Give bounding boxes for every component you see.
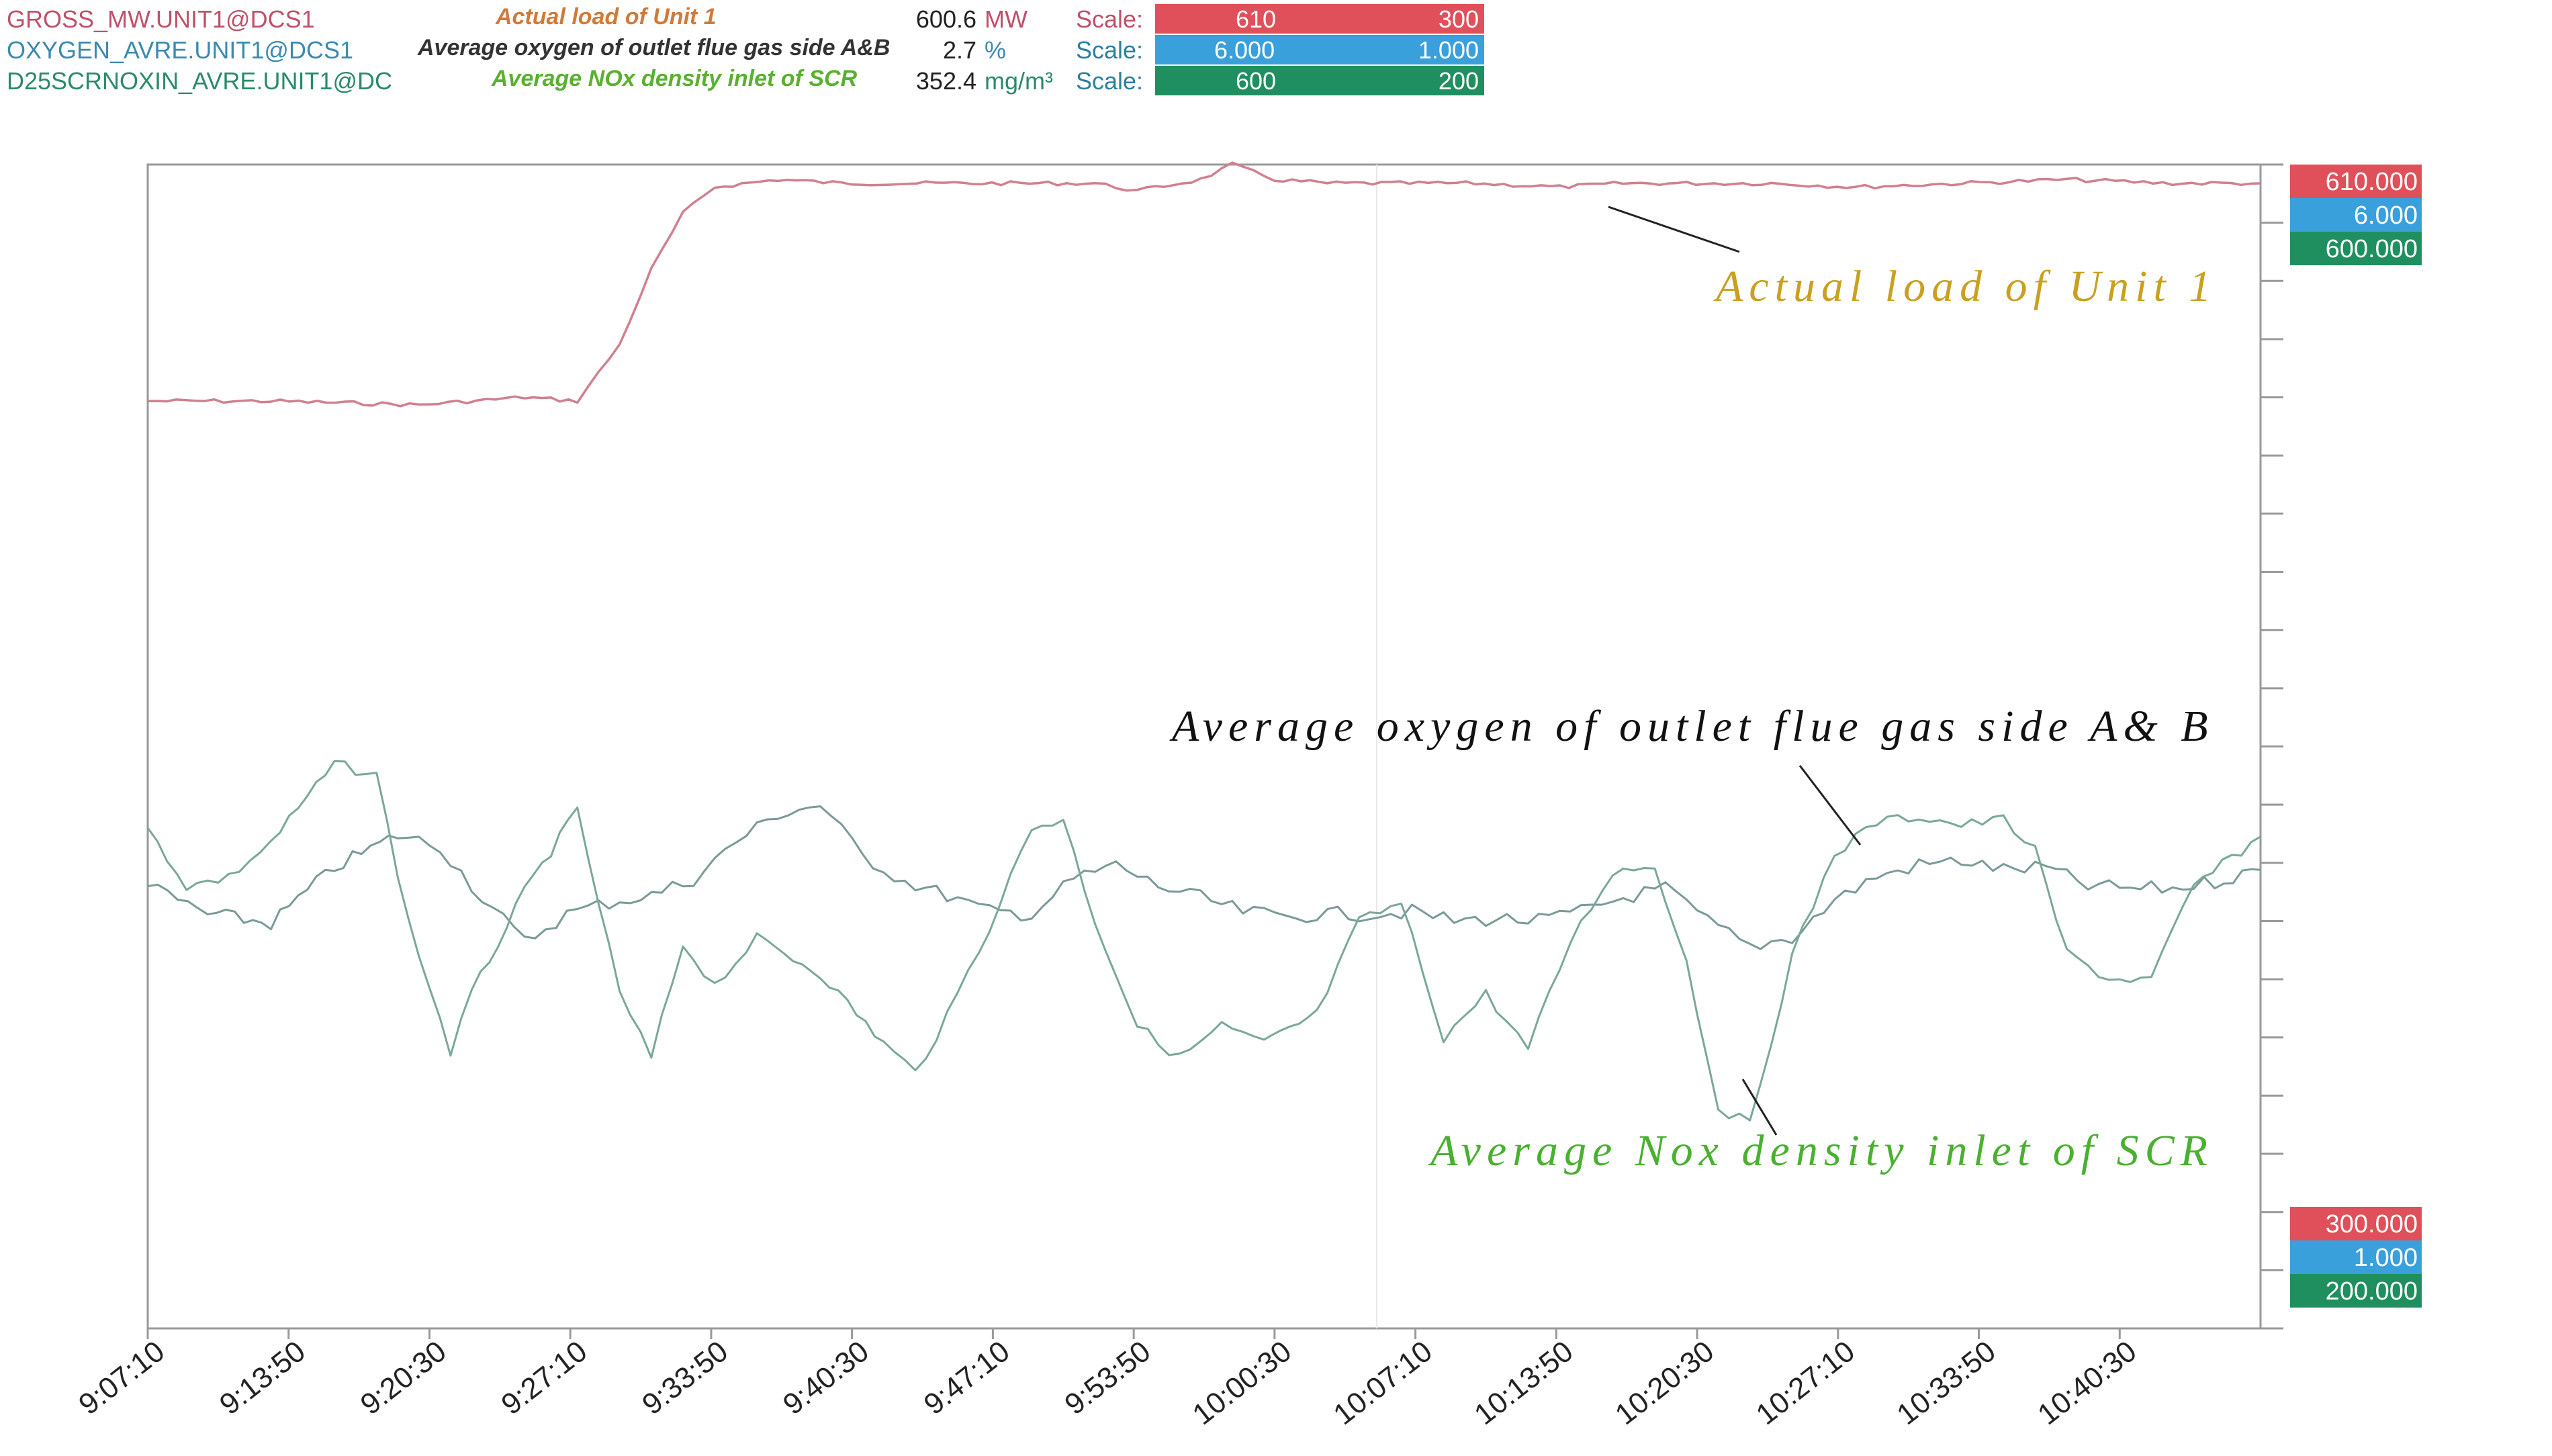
scale-box	[2290, 165, 2422, 198]
scale-box	[2290, 232, 2422, 265]
x-axis: 9:07:10 9:13:50 9:20:30 9:27:10 9:33:50 9:40:…	[73, 1328, 2142, 1431]
scale-box-value: 6.000	[2354, 201, 2418, 230]
legend-scale-bar-load: 610 300	[1155, 4, 1484, 34]
pointer-oxygen	[1798, 765, 1862, 846]
series-layer	[146, 161, 2261, 1125]
x-tick-label: 9:40:30	[777, 1334, 875, 1421]
legend-scale-max-load: 610	[1236, 5, 1277, 33]
legend-tag-load: GROSS_MW.UNIT1@DCS1	[7, 5, 315, 33]
x-tick-label: 10:13:50	[1468, 1334, 1579, 1431]
scale-box-value: 610.000	[2326, 168, 2418, 196]
legend-value-nox: 352.4	[915, 67, 976, 95]
x-tick-label: 9:33:50	[636, 1334, 734, 1421]
x-tick-label: 10:27:10	[1750, 1334, 1861, 1431]
legend-value-load: 600.6	[915, 5, 976, 33]
annotation-oxygen: Average oxygen of outlet flue gas side A…	[1169, 702, 2214, 751]
annotation-load: Actual load of Unit 1	[1713, 262, 2217, 311]
scale-box-value: 600.000	[2326, 235, 2418, 263]
x-tick-label: 9:13:50	[214, 1334, 312, 1421]
legend-scale-min-nox: 200	[1438, 67, 1479, 95]
legend-tag-oxygen: OXYGEN_AVRE.UNIT1@DCS1	[7, 36, 354, 64]
legend-scale-label-load: Scale:	[1076, 5, 1144, 33]
legend-scale-bar-nox: 600 200	[1155, 66, 1484, 95]
legend-row-load: GROSS_MW.UNIT1@DCS1 Actual load of Unit …	[0, 4, 1545, 35]
x-tick-label: 10:00:30	[1187, 1334, 1297, 1431]
x-tick-label: 9:07:10	[73, 1334, 171, 1421]
scale-box-value: 1.000	[2354, 1244, 2418, 1272]
scale-box	[2290, 1240, 2422, 1274]
x-tick-label: 10:33:50	[1891, 1334, 2002, 1431]
legend-scale-max-oxygen: 6.000	[1214, 36, 1275, 64]
x-tick-label: 10:07:10	[1328, 1334, 1439, 1431]
legend: GROSS_MW.UNIT1@DCS1 Actual load of Unit …	[0, 0, 1545, 101]
x-tick-label: 10:20:30	[1609, 1334, 1720, 1431]
right-scale-bottom: 300.000 1.000 200.000	[2290, 1207, 2422, 1308]
legend-desc-load: Actual load of Unit 1	[496, 4, 717, 30]
legend-row-oxygen: OXYGEN_AVRE.UNIT1@DCS1 Average oxygen of…	[0, 35, 1545, 66]
series-line-average-nox-density-inlet-of-scr	[146, 760, 2261, 1122]
legend-scale-min-oxygen: 1.000	[1418, 36, 1479, 64]
scale-box	[2290, 1207, 2422, 1240]
scale-box-value: 300.000	[2326, 1210, 2418, 1238]
legend-tag-nox: D25SCRNOXIN_AVRE.UNIT1@DC	[7, 67, 392, 95]
x-tick-label: 9:20:30	[355, 1334, 453, 1421]
legend-scale-max-nox: 600	[1236, 67, 1277, 95]
legend-scale-min-load: 300	[1438, 5, 1479, 33]
legend-desc-nox: Average NOx density inlet of SCR	[492, 66, 858, 91]
legend-scale-label-nox: Scale:	[1076, 67, 1144, 95]
legend-desc-oxygen: Average oxygen of outlet flue gas side A…	[418, 35, 891, 60]
right-axis-ticks	[2261, 163, 2283, 1330]
legend-row-nox: D25SCRNOXIN_AVRE.UNIT1@DC Average NOx de…	[0, 66, 1545, 97]
scale-box	[2290, 198, 2422, 232]
legend-unit-load: MW	[985, 5, 1028, 33]
right-scale-top: 610.000 6.000 600.000	[2290, 165, 2422, 265]
series-line-actual-load-of-unit-1	[147, 161, 2261, 408]
legend-unit-oxygen: %	[985, 36, 1007, 64]
legend-scale-label-oxygen: Scale:	[1076, 36, 1144, 64]
series-line-average-oxygen-of-outlet-flue-gas-side-a-b	[147, 805, 2261, 950]
legend-scale-bar-oxygen: 6.000 1.000	[1155, 35, 1484, 64]
annotation-nox: Average Nox density inlet of SCR	[1428, 1126, 2214, 1175]
pointer-nox	[1741, 1079, 1778, 1136]
x-tick-label: 9:47:10	[918, 1334, 1016, 1421]
x-tick-label: 9:27:10	[495, 1334, 593, 1421]
x-tick-label: 10:40:30	[2032, 1334, 2142, 1431]
pointer-load	[1608, 206, 1740, 253]
x-tick-label: 9:53:50	[1058, 1334, 1156, 1421]
legend-unit-nox: mg/m³	[985, 67, 1053, 95]
scale-box-value: 200.000	[2326, 1277, 2418, 1306]
scale-box	[2290, 1274, 2422, 1308]
legend-value-oxygen: 2.7	[942, 36, 976, 64]
